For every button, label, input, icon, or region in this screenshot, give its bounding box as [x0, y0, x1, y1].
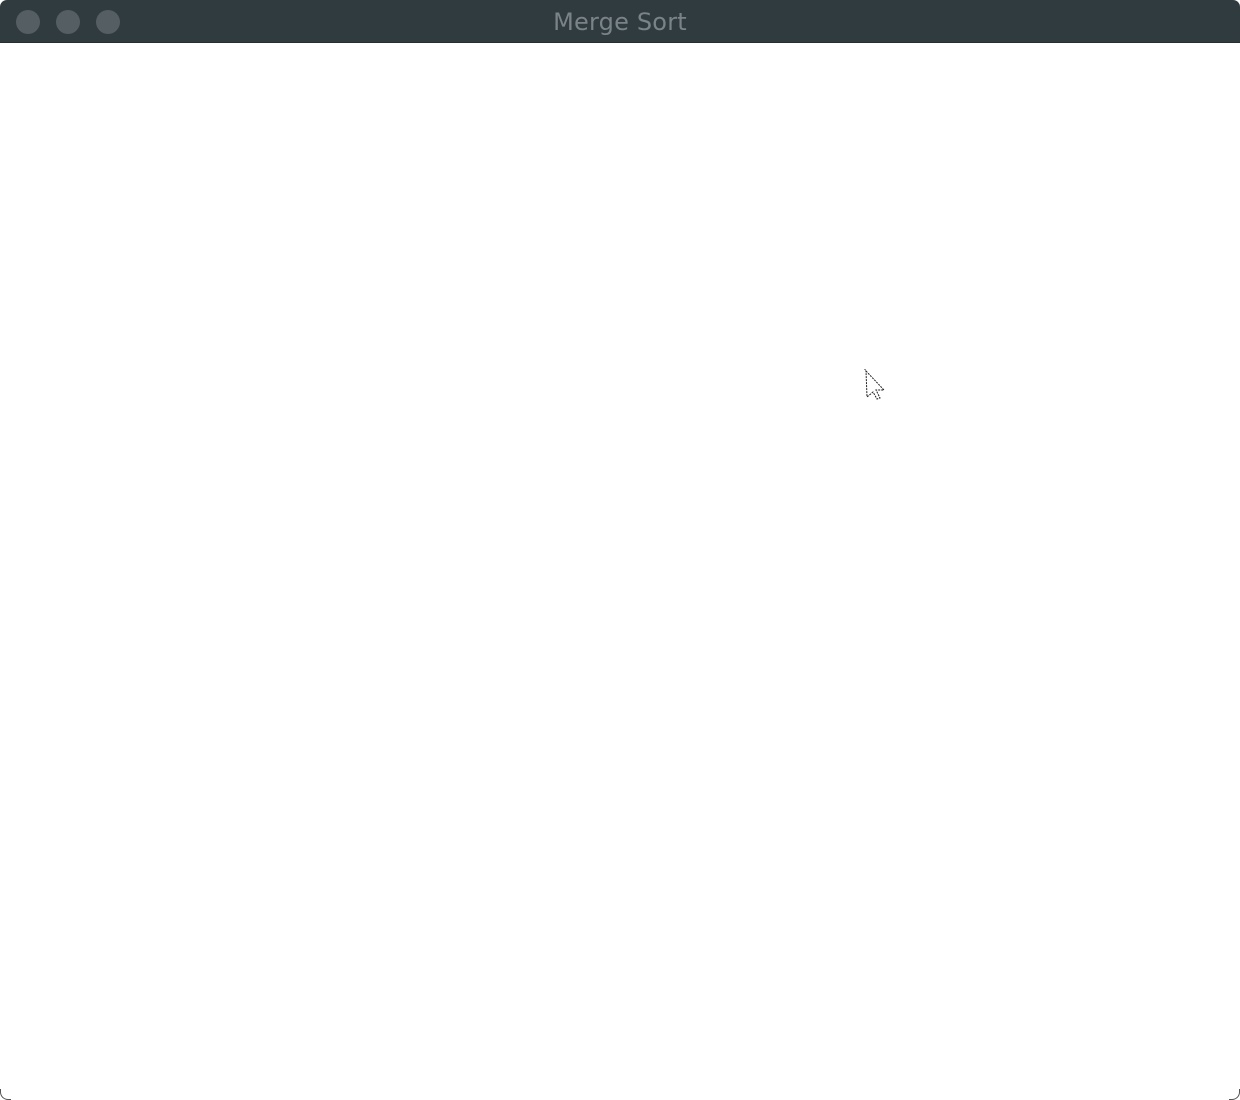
mouse-pointer-icon: [864, 369, 886, 400]
window-zoom-button[interactable]: [96, 10, 120, 34]
window-title: Merge Sort: [553, 8, 687, 36]
window-minimize-button[interactable]: [56, 10, 80, 34]
window-close-button[interactable]: [16, 10, 40, 34]
canvas-area[interactable]: [0, 43, 1240, 1100]
title-bar[interactable]: Merge Sort: [0, 0, 1240, 43]
